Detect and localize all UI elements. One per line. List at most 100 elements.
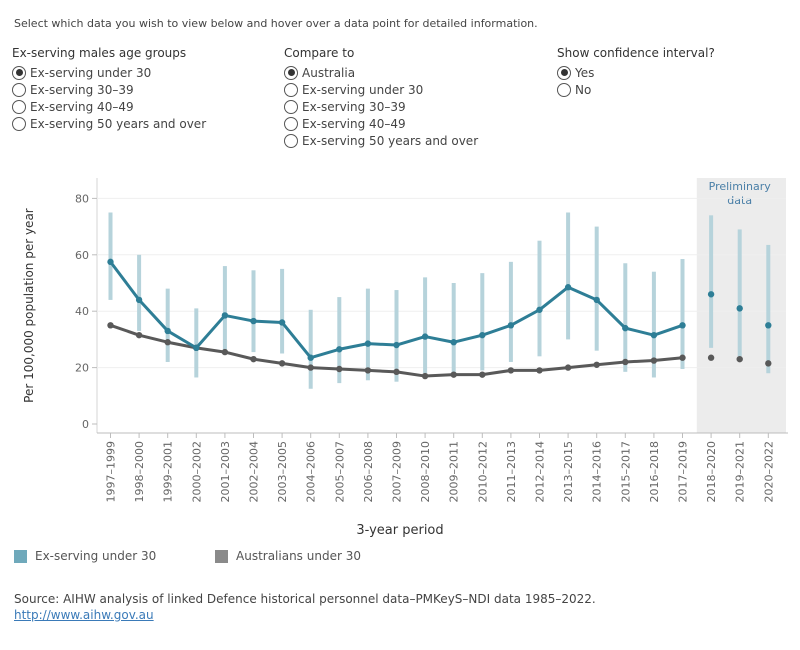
radio-button-icon[interactable]: [284, 82, 298, 97]
x-tick-label: 2005–2007: [333, 441, 346, 503]
australians-under-30-point: [393, 368, 400, 376]
ex-serving-under-30-point: [250, 317, 257, 325]
ci-option[interactable]: No: [557, 81, 715, 98]
x-tick-label: 2013–2015: [562, 441, 575, 503]
legend-label-ex-serving: Ex-serving under 30: [35, 549, 157, 563]
ex-serving-under-30-point: [393, 341, 400, 349]
age_groups-option[interactable]: Ex-serving 30–39: [12, 81, 206, 98]
x-tick-label: 2006–2008: [362, 441, 375, 503]
australians-under-30-point: [736, 355, 743, 363]
legend-swatch-ex-serving: [14, 549, 27, 563]
x-tick-label: 1998–2000: [133, 441, 146, 503]
ex-serving-under-30-point: [307, 354, 314, 361]
ci-bar: [251, 270, 256, 353]
ci-bar: [709, 215, 714, 348]
y-tick-label: 60: [75, 249, 89, 262]
x-tick-label: 2004–2006: [305, 441, 318, 503]
radio-button-icon[interactable]: [557, 82, 571, 97]
ci-bar: [280, 268, 285, 354]
ex-serving-under-30-point: [479, 331, 486, 339]
ex-serving-under-30-point: [221, 312, 229, 319]
x-tick-label: 2007–2009: [391, 441, 404, 503]
ci-bar: [651, 271, 656, 378]
radio-button-icon[interactable]: [12, 116, 26, 131]
legend-item-australians[interactable]: Australians under 30: [215, 549, 361, 563]
australians-under-30-point: [650, 357, 658, 364]
australians-under-30-point: [135, 331, 143, 339]
x-tick-label: 2014–2016: [591, 441, 604, 503]
radio-button-icon[interactable]: [557, 65, 571, 80]
ex-serving-under-30-point: [278, 319, 286, 326]
radio-button-icon[interactable]: [12, 99, 26, 114]
y-tick-label: 0: [82, 418, 89, 431]
x-tick-label: 2009–2011: [448, 441, 461, 503]
x-tick-label: 2017–2019: [677, 441, 690, 503]
australians-under-30-point: [450, 371, 457, 378]
x-tick-label: 2000–2002: [190, 441, 203, 503]
ci-bar: [222, 266, 227, 351]
legend-label-australians: Australians under 30: [236, 549, 361, 563]
radio-button-icon[interactable]: [284, 133, 298, 148]
age_groups-option-label: Ex-serving 40–49: [30, 99, 134, 114]
compare-option-label: Ex-serving under 30: [302, 82, 424, 97]
ci-bar: [566, 212, 571, 340]
compare-option-label: Ex-serving 50 years and over: [302, 133, 479, 148]
x-tick-label: 2003–2005: [276, 441, 289, 503]
y-tick-label: 40: [75, 305, 89, 318]
ci-bar: [508, 261, 513, 362]
x-tick-label: 2011–2013: [505, 441, 518, 503]
ci-bar: [537, 240, 542, 357]
instructions: Select which data you wish to view below…: [14, 17, 538, 30]
australians-under-30-point: [336, 365, 343, 373]
australians-under-30-point: [707, 354, 715, 361]
compare-option[interactable]: Ex-serving 40–49: [284, 115, 478, 132]
ci-filter: Show confidence interval? Yes No: [557, 46, 715, 98]
radio-button-icon[interactable]: [284, 99, 298, 114]
australians-under-30-point: [421, 372, 429, 380]
compare-option[interactable]: Ex-serving 30–39: [284, 98, 478, 115]
radio-button-icon[interactable]: [284, 65, 298, 80]
x-tick-label: 1997–1999: [105, 441, 118, 503]
age-group-filter: Ex-serving males age groups Ex-serving u…: [12, 46, 206, 132]
ci-bar: [594, 226, 599, 351]
x-tick-label: 2020–2022: [762, 441, 775, 503]
age_groups-option[interactable]: Ex-serving under 30: [12, 64, 206, 81]
ex-serving-under-30-point: [679, 322, 686, 329]
x-tick-label: 2018–2020: [705, 441, 718, 503]
compare-option[interactable]: Ex-serving under 30: [284, 81, 478, 98]
compare-option-label: Ex-serving 30–39: [302, 99, 406, 114]
ci-option[interactable]: Yes: [557, 64, 715, 81]
ci-bar: [394, 290, 399, 382]
australians-under-30-point: [536, 367, 543, 374]
ex-serving-under-30-point: [507, 322, 515, 329]
australians-under-30-point: [164, 339, 171, 346]
age_groups-option-label: Ex-serving 50 years and over: [30, 116, 207, 131]
ex-serving-under-30-point: [421, 333, 429, 340]
preliminary-label: Preliminary: [709, 180, 772, 193]
ci-bar: [680, 259, 685, 370]
compare-option[interactable]: Australia: [284, 64, 478, 81]
aihw-link[interactable]: http://www.aihw.gov.au: [14, 608, 154, 622]
radio-button-icon[interactable]: [12, 82, 26, 97]
x-tick-label: 2002–2004: [248, 441, 261, 503]
compare-option[interactable]: Ex-serving 50 years and over: [284, 132, 478, 149]
ex-serving-under-30-point: [135, 296, 143, 304]
source-note: Source: AIHW analysis of linked Defence …: [14, 592, 596, 606]
ci-bar: [365, 288, 370, 381]
ci-bar: [737, 229, 742, 357]
age_groups-option[interactable]: Ex-serving 40–49: [12, 98, 206, 115]
age_groups-option-label: Ex-serving under 30: [30, 65, 152, 80]
age_groups-option[interactable]: Ex-serving 50 years and over: [12, 115, 206, 132]
ci-bar: [766, 244, 771, 374]
x-tick-label: 2012–2014: [534, 441, 547, 503]
legend-item-ex-serving[interactable]: Ex-serving under 30: [14, 549, 156, 563]
australians-under-30-point: [107, 322, 114, 329]
x-tick-label: 1999–2001: [162, 441, 175, 503]
radio-button-icon[interactable]: [284, 116, 298, 131]
ci-bar: [165, 288, 170, 362]
ex-serving-under-30-point: [593, 296, 600, 304]
ci-option-label: No: [575, 82, 592, 97]
x-axis-title: 3-year period: [356, 523, 443, 538]
radio-button-icon[interactable]: [12, 65, 26, 80]
